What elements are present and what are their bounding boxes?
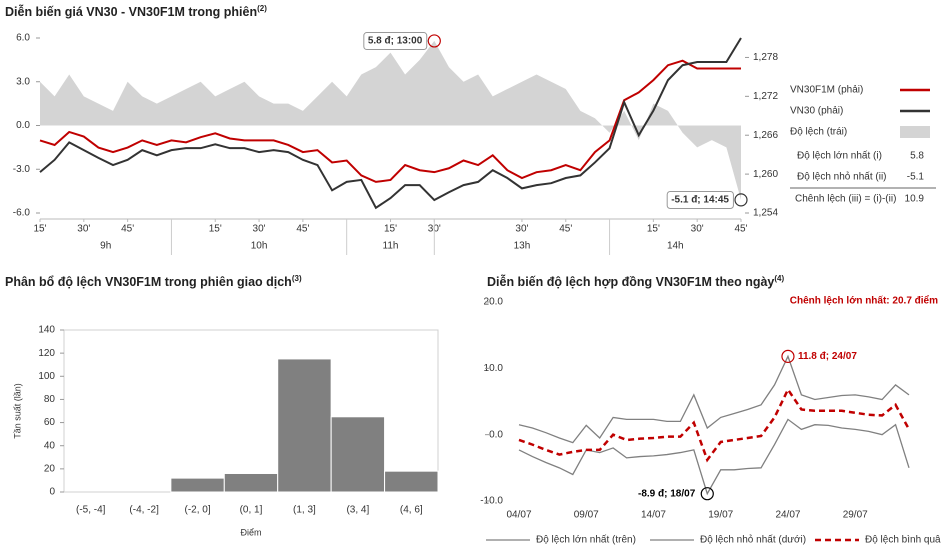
- x-group-label: 10h: [251, 241, 268, 252]
- x-tick-label: 45': [296, 224, 309, 235]
- chart-title: Phân bổ độ lệch VN30F1M trong phiên giao…: [5, 274, 302, 289]
- chart-title: Diễn biến độ lệch hợp đồng VN30F1M theo …: [487, 274, 785, 289]
- y-tick-label: 20.0: [484, 297, 504, 308]
- x-tick-label: 30': [515, 224, 528, 235]
- y-tick-label: 6.0: [16, 33, 30, 44]
- y-tick-label: -3.0: [13, 164, 31, 175]
- x-tick-label: (4, 6]: [400, 505, 423, 516]
- y-tick-label: 3.0: [16, 76, 30, 87]
- x-tick-label: 45': [559, 224, 572, 235]
- chart-title: Diễn biến giá VN30 - VN30F1M trong phiên…: [5, 4, 267, 19]
- x-tick-label: 45': [734, 224, 747, 235]
- y-tick-label: 140: [38, 325, 55, 336]
- annotation-marker: [700, 487, 714, 501]
- x-tick-label: 45': [121, 224, 134, 235]
- line: [518, 354, 910, 444]
- x-tick-label: 30': [253, 224, 266, 235]
- y2-tick-label: 1,278: [753, 52, 778, 63]
- y2-tick-label: 1,272: [753, 91, 778, 102]
- y2-tick-label: 1,254: [753, 208, 778, 219]
- x-tick-label: 09/07: [574, 510, 599, 521]
- x-tick-label: 15': [384, 224, 397, 235]
- x-group-label: 11h: [383, 241, 399, 252]
- stat-value: 5.8: [910, 151, 924, 162]
- stat-value: 10.9: [905, 194, 925, 205]
- title-note: (3): [292, 274, 302, 283]
- x-tick-label: 04/07: [506, 510, 531, 521]
- y2-tick-label: 1,260: [753, 169, 778, 180]
- y-tick-label: 100: [38, 371, 55, 382]
- x-tick-label: (1, 3]: [293, 505, 316, 516]
- title-text: Diễn biến giá VN30 - VN30F1M trong phiên: [5, 4, 257, 19]
- annotation-label: 5.8 đ; 13:00: [368, 36, 423, 47]
- bar: [277, 358, 332, 493]
- x-tick-label: 30': [691, 224, 704, 235]
- stat-label: Chênh lệch (iii) = (i)-(ii): [795, 194, 896, 205]
- line: [518, 387, 911, 463]
- stat-label: Độ lệch nhỏ nhất (ii): [797, 171, 887, 183]
- x-tick-label: 24/07: [775, 510, 800, 521]
- x-tick-label: 30': [77, 224, 90, 235]
- annotation-label: -8.9 đ; 18/07: [638, 488, 696, 499]
- title-text: Phân bổ độ lệch VN30F1M trong phiên giao…: [5, 275, 292, 289]
- legend-label: VN30 (phải): [790, 106, 843, 117]
- y-tick-label: 80: [44, 394, 56, 405]
- legend-label: Độ lệch (trái): [790, 127, 847, 138]
- y-tick-label: 0.0: [16, 120, 30, 131]
- chart-subtitle: Chênh lệch lớn nhất: 20.7 điểm: [790, 295, 938, 307]
- stat-label: Độ lệch lớn nhất (i): [797, 150, 882, 162]
- y-tick-label: 60: [44, 417, 56, 428]
- line: [518, 418, 910, 496]
- x-group-label: 13h: [514, 241, 531, 252]
- x-tick-label: 15': [647, 224, 660, 235]
- title-note: (2): [257, 4, 267, 13]
- title-note: (4): [774, 274, 784, 283]
- bar: [384, 470, 439, 493]
- bar: [223, 472, 279, 493]
- x-group-label: 14h: [667, 241, 684, 252]
- y-axis-title: Tần suất (lần): [12, 383, 22, 439]
- title-text: Diễn biến độ lệch hợp đồng VN30F1M theo …: [487, 274, 774, 289]
- annotation-marker: [781, 349, 795, 363]
- annotation-label: -5.1 đ; 14:45: [671, 195, 729, 206]
- x-group-label: 9h: [100, 241, 111, 252]
- y-tick-label: -6.0: [13, 208, 31, 219]
- y-tick-label: 120: [38, 348, 55, 359]
- legend-label: VN30F1M (phải): [790, 85, 863, 96]
- x-tick-label: 14/07: [641, 510, 666, 521]
- x-tick-label: (-2, 0]: [185, 505, 211, 516]
- line: [39, 37, 742, 210]
- annotation-label: 11.8 đ; 24/07: [798, 351, 857, 362]
- x-axis-title: Điểm: [240, 527, 261, 537]
- y-tick-label: -10.0: [480, 496, 503, 507]
- x-tick-label: (3, 4]: [346, 505, 369, 516]
- x-tick-label: 15': [33, 224, 46, 235]
- legend-label: Độ lệch lớn nhất (trên): [536, 534, 636, 546]
- x-tick-label: (-4, -2]: [129, 505, 159, 516]
- x-tick-label: 15': [209, 224, 222, 235]
- legend-swatch: [900, 126, 930, 138]
- bar: [170, 477, 225, 493]
- x-tick-label: 29/07: [843, 510, 868, 521]
- y2-tick-label: 1,266: [753, 130, 778, 141]
- legend-label: Độ lệch bình quân: [865, 535, 941, 546]
- x-tick-label: 19/07: [708, 510, 733, 521]
- y-tick-label: 0: [49, 487, 55, 498]
- stat-value: -5.1: [907, 172, 925, 183]
- x-tick-label: (0, 1]: [240, 505, 263, 516]
- y-tick-label: 20: [44, 463, 56, 474]
- x-tick-label: (-5, -4]: [76, 505, 106, 516]
- y-tick-label: 10.0: [484, 363, 504, 374]
- bar: [330, 416, 386, 493]
- y-tick-label: 0.0: [489, 429, 503, 440]
- legend-label: Độ lệch nhỏ nhất (dưới): [700, 534, 806, 546]
- y-tick-label: 40: [44, 440, 56, 451]
- area: [40, 40, 741, 200]
